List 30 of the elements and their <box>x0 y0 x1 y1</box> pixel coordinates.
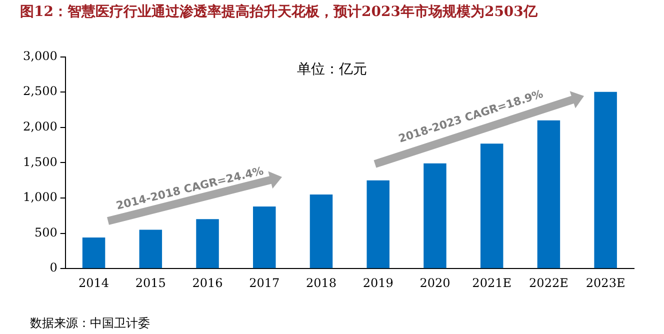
bar <box>82 238 106 268</box>
x-tick-label: 2021E <box>472 276 512 290</box>
x-tick-label: 2014 <box>78 276 110 290</box>
x-tick-label: 2015 <box>135 276 166 290</box>
bar <box>310 194 333 268</box>
chart-title: 图12：智慧医疗行业通过渗透率提高抬升天花板，预计2023年市场规模为2503亿 <box>20 3 538 20</box>
y-tick-label: 0 <box>50 260 58 275</box>
y-tick-label: 500 <box>34 225 58 240</box>
x-tick-label: 2022E <box>529 276 568 290</box>
y-tick-label: 1,000 <box>22 190 58 204</box>
x-tick-label: 2017 <box>249 276 280 290</box>
bar <box>594 92 617 268</box>
bar <box>366 180 390 268</box>
y-tick-label: 1,500 <box>22 154 58 169</box>
bar <box>196 219 219 268</box>
x-tick-label: 2018 <box>306 276 337 290</box>
x-tick-label: 2020 <box>420 276 450 290</box>
y-tick-label: 2,500 <box>22 84 58 98</box>
y-tick-label: 2,000 <box>22 120 58 134</box>
bar <box>424 163 446 268</box>
bar <box>139 230 162 268</box>
x-tick-label: 2023E <box>586 276 626 290</box>
y-tick-label: 3,000 <box>22 48 58 63</box>
annotation: 单位：亿元 <box>297 62 367 78</box>
bar <box>537 120 560 268</box>
x-tick-label: 2019 <box>362 276 394 290</box>
x-tick-label: 2016 <box>192 276 223 290</box>
bar <box>480 144 504 268</box>
source-note: 数据来源：中国卫计委 <box>30 316 150 330</box>
bar <box>253 206 276 268</box>
